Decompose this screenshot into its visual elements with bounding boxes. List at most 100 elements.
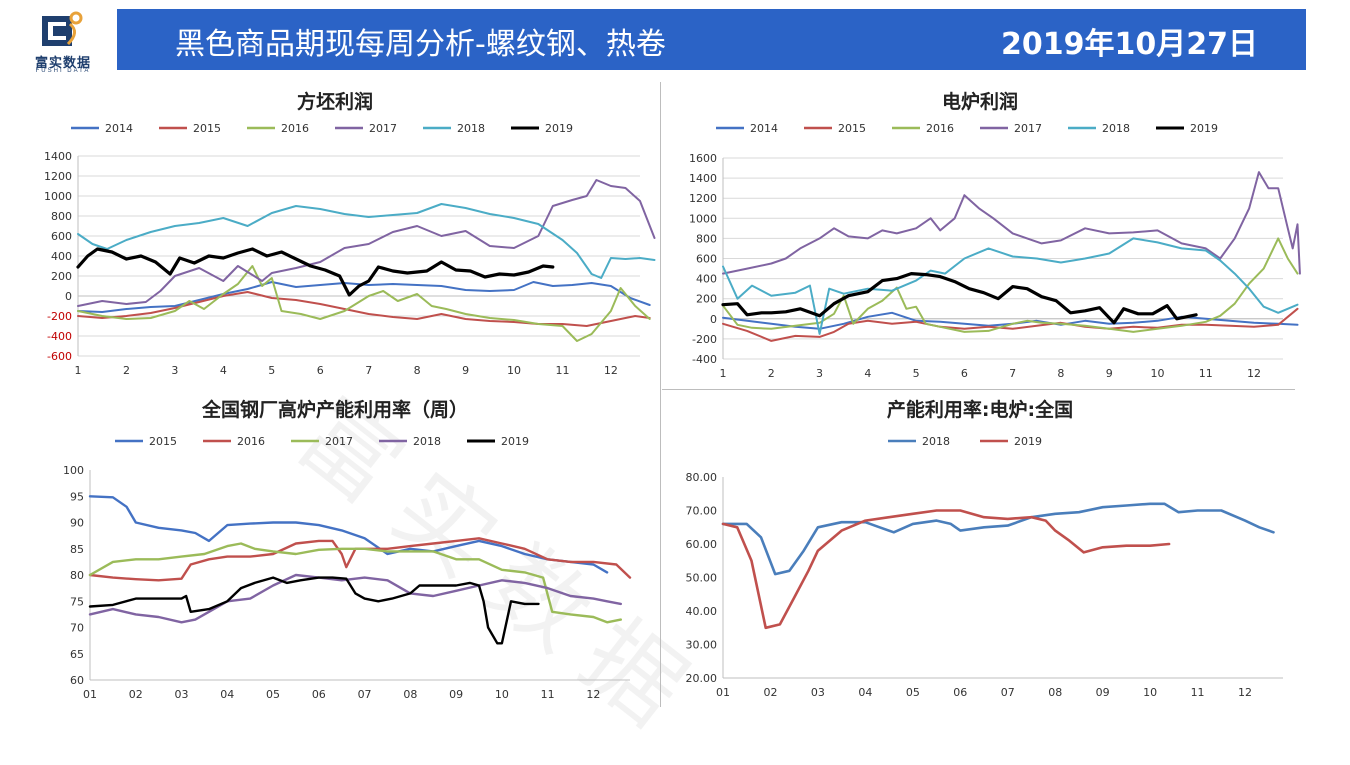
- x-tick-label: 11: [1191, 686, 1205, 699]
- series-line-2019: [721, 509, 1171, 630]
- y-tick-label: -200: [692, 333, 717, 346]
- chart-bf: 全国钢厂高炉产能利用率（周） 2015 2016 2017 2018 2019 100 95 9…: [63, 398, 632, 701]
- y-tick-label: 1200: [44, 170, 72, 183]
- y-tick-label: 400: [696, 273, 717, 286]
- y-tick-label: 20.00: [686, 672, 718, 685]
- legend-label-2018: 2018: [413, 435, 441, 448]
- x-tick-label: 8: [1057, 367, 1064, 380]
- y-tick-label: 400: [51, 250, 72, 263]
- series-line-2019: [76, 247, 555, 297]
- header-banner: 黑色商品期现每周分析-螺纹钢、热卷 2019年10月27日: [117, 9, 1306, 70]
- y-tick-label: 60: [70, 674, 84, 687]
- series-line-2016: [88, 537, 632, 582]
- chart-eafcap: 产能利用率:电炉:全国 2018 2019 80.00 70.00 60.00 50.00 4…: [686, 398, 1283, 699]
- series-line-2015: [77, 291, 651, 327]
- y-tick-label: 85: [70, 543, 84, 556]
- series-line-2019: [88, 576, 540, 645]
- chart-title: 产能利用率:电炉:全国: [887, 398, 1073, 421]
- y-tick-label: 0: [65, 290, 72, 303]
- x-tick-label: 05: [266, 688, 280, 701]
- x-tick-label: 11: [555, 364, 569, 377]
- logo-sub: FUSHI DATA: [35, 68, 91, 74]
- page-title: 黑色商品期现每周分析-螺纹钢、热卷: [175, 27, 666, 62]
- x-tick-label: 09: [1096, 686, 1110, 699]
- y-tick-label: 1400: [689, 172, 717, 185]
- y-tick-label: 600: [51, 230, 72, 243]
- y-tick-label: 0: [710, 313, 717, 326]
- legend-label-2018: 2018: [457, 122, 485, 135]
- y-tick-label: -200: [47, 310, 72, 323]
- x-tick-label: 7: [365, 364, 372, 377]
- legend-label-2017: 2017: [1014, 122, 1042, 135]
- x-tick-label: 02: [763, 686, 777, 699]
- y-tick-label: 90: [70, 517, 84, 530]
- chart-title: 方坯利润: [297, 90, 373, 113]
- x-tick-label: 3: [171, 364, 178, 377]
- y-tick-label: 60.00: [686, 538, 718, 551]
- legend-label-2015: 2015: [149, 435, 177, 448]
- panel-divider-horizontal: [662, 389, 1295, 390]
- x-tick-label: 02: [129, 688, 143, 701]
- legend-label-2014: 2014: [105, 122, 133, 135]
- y-tick-label: 200: [696, 293, 717, 306]
- y-tick-label: 80.00: [686, 471, 718, 484]
- x-tick-label: 07: [1001, 686, 1015, 699]
- x-tick-label: 6: [317, 364, 324, 377]
- x-tick-label: 2: [123, 364, 130, 377]
- series-line-2017: [88, 542, 622, 624]
- x-tick-label: 1: [75, 364, 82, 377]
- x-tick-label: 3: [816, 367, 823, 380]
- logo-mark-icon: [42, 11, 83, 46]
- x-tick-label: 03: [811, 686, 825, 699]
- chart-panel-bf: 全国钢厂高炉产能利用率（周） 2015 2016 2017 2018 2019 100 95 9…: [20, 394, 650, 714]
- legend-label-2019: 2019: [501, 435, 529, 448]
- x-tick-label: 12: [586, 688, 600, 701]
- legend-label-2017: 2017: [325, 435, 353, 448]
- y-tick-label: -400: [47, 330, 72, 343]
- x-tick-label: 10: [495, 688, 509, 701]
- legend-label-2018: 2018: [1102, 122, 1130, 135]
- x-tick-label: 12: [604, 364, 618, 377]
- series-line-2016: [722, 237, 1299, 333]
- y-tick-label: 75: [70, 595, 84, 608]
- y-tick-label: 95: [70, 490, 84, 503]
- series-line-2018: [722, 237, 1299, 335]
- legend-label-2015: 2015: [838, 122, 866, 135]
- x-tick-label: 03: [175, 688, 189, 701]
- y-tick-label: 800: [696, 232, 717, 245]
- legend-label-2016: 2016: [926, 122, 954, 135]
- legend-label-2019: 2019: [1190, 122, 1218, 135]
- legend-label-2016: 2016: [281, 122, 309, 135]
- y-tick-label: 70: [70, 622, 84, 635]
- legend-label-2014: 2014: [750, 122, 778, 135]
- y-tick-label: 800: [51, 210, 72, 223]
- y-tick-label: 100: [63, 464, 84, 477]
- y-tick-label: 1600: [689, 152, 717, 165]
- x-tick-label: 7: [1009, 367, 1016, 380]
- y-tick-label: 40.00: [686, 605, 718, 618]
- y-tick-label: 70.00: [686, 505, 718, 518]
- series-line-2014: [722, 311, 1299, 330]
- x-tick-label: 10: [1150, 367, 1164, 380]
- x-tick-label: 8: [414, 364, 421, 377]
- legend-label-2018: 2018: [922, 435, 950, 448]
- y-tick-label: 1000: [689, 212, 717, 225]
- x-tick-label: 1: [720, 367, 727, 380]
- x-tick-label: 12: [1238, 686, 1252, 699]
- x-tick-label: 11: [541, 688, 555, 701]
- series-line-2018: [721, 502, 1275, 576]
- x-tick-label: 04: [220, 688, 234, 701]
- y-tick-label: 1200: [689, 192, 717, 205]
- x-tick-label: 5: [268, 364, 275, 377]
- y-tick-label: -600: [47, 350, 72, 363]
- x-tick-label: 01: [716, 686, 730, 699]
- x-tick-label: 9: [1106, 367, 1113, 380]
- legend-label-2019: 2019: [545, 122, 573, 135]
- x-tick-label: 11: [1199, 367, 1213, 380]
- legend-label-2016: 2016: [237, 435, 265, 448]
- legend-label-2015: 2015: [193, 122, 221, 135]
- x-tick-label: 2: [768, 367, 775, 380]
- chart-panel-eafcap: 产能利用率:电炉:全国 2018 2019 80.00 70.00 60.00 50.00 4…: [665, 394, 1295, 714]
